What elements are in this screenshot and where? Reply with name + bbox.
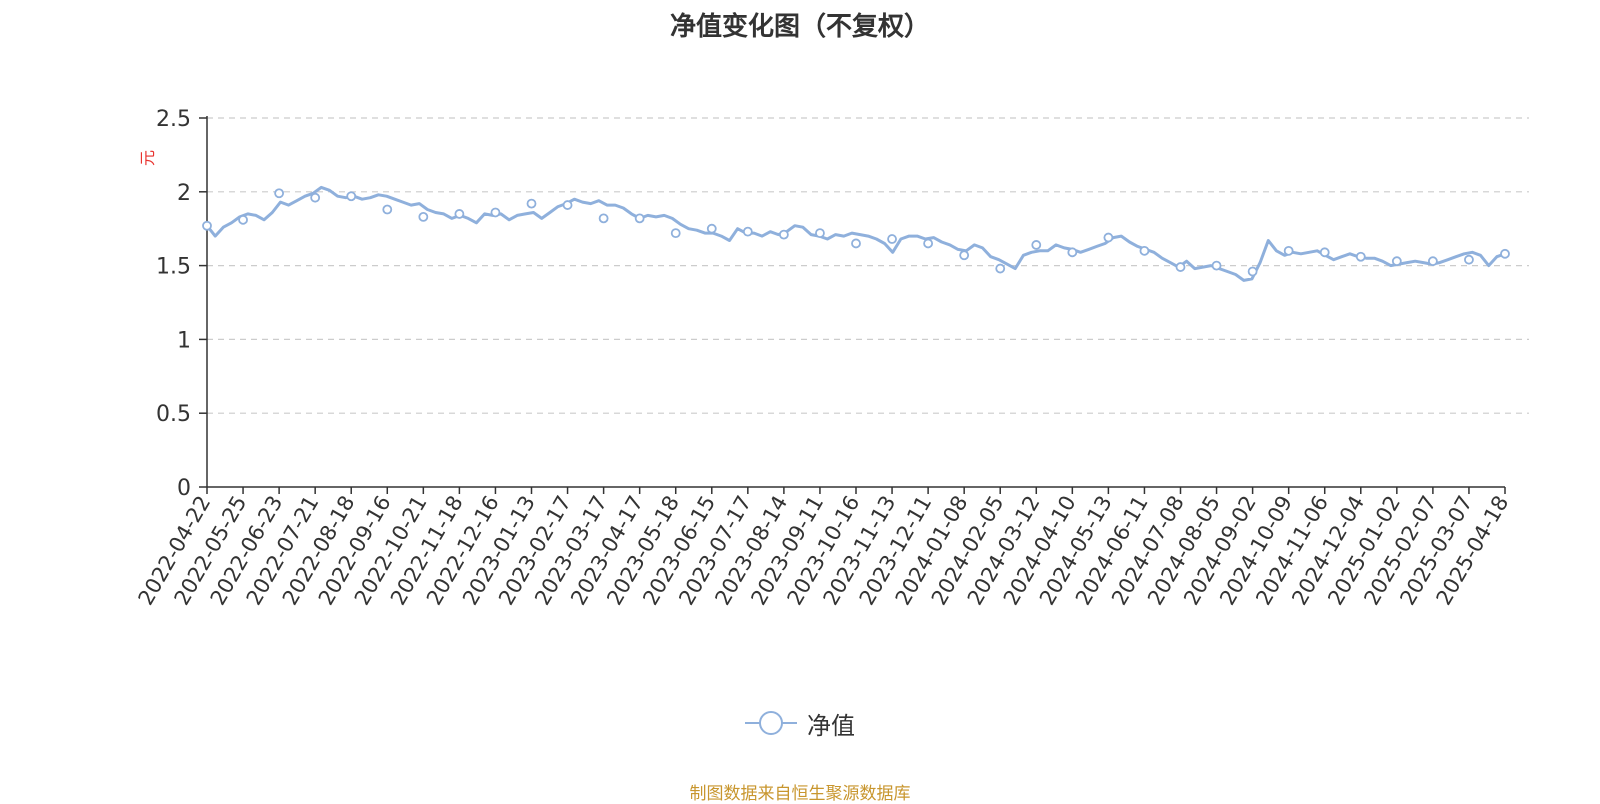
y-tick-label: 2 bbox=[177, 181, 191, 206]
legend-marker-icon bbox=[745, 708, 797, 738]
data-point bbox=[1464, 254, 1474, 265]
data-point bbox=[418, 211, 429, 222]
data-point bbox=[490, 207, 501, 218]
y-tick-label: 1 bbox=[177, 328, 191, 353]
data-point bbox=[1103, 232, 1114, 243]
y-tick-label: 0 bbox=[177, 476, 191, 501]
data-point bbox=[1031, 240, 1042, 250]
source-note: 制图数据来自恒生聚源数据库 bbox=[689, 784, 911, 804]
y-tick-labels: 0 0.5 1 1.5 2 2.5 bbox=[156, 107, 191, 501]
grid-lines bbox=[207, 117, 1529, 414]
data-point bbox=[959, 250, 970, 261]
series-group bbox=[202, 185, 1510, 282]
data-point bbox=[562, 200, 573, 210]
y-tick-label: 1.5 bbox=[156, 255, 191, 280]
data-point bbox=[670, 228, 681, 239]
y-tick-label: 0.5 bbox=[156, 402, 191, 427]
data-point bbox=[634, 213, 645, 224]
data-point bbox=[923, 238, 934, 249]
data-point bbox=[382, 204, 393, 215]
data-point bbox=[1391, 256, 1402, 267]
data-point bbox=[742, 226, 753, 237]
legend-label: 净值 bbox=[807, 711, 855, 740]
data-point bbox=[1283, 245, 1294, 256]
data-point bbox=[1355, 251, 1366, 262]
data-point bbox=[346, 191, 357, 202]
data-point bbox=[1319, 247, 1330, 258]
data-point bbox=[778, 229, 789, 240]
data-point bbox=[1247, 266, 1258, 277]
x-tick-labels: 2022-04-222022-05-252022-06-232022-07-21… bbox=[134, 491, 1514, 609]
data-point bbox=[274, 188, 285, 199]
data-point bbox=[1427, 256, 1438, 267]
data-point bbox=[815, 228, 825, 239]
legend-marker-circle bbox=[759, 711, 783, 735]
data-point bbox=[598, 213, 609, 224]
series-line bbox=[205, 185, 1506, 282]
data-point bbox=[310, 192, 321, 203]
data-point bbox=[1067, 247, 1078, 258]
chart-title: 净值变化图（不复权） bbox=[669, 12, 930, 42]
data-point bbox=[1500, 248, 1510, 259]
data-point bbox=[887, 234, 897, 244]
data-point bbox=[238, 214, 248, 225]
data-point bbox=[1211, 260, 1222, 271]
data-point bbox=[851, 238, 861, 249]
data-point bbox=[706, 223, 717, 234]
y-axis-label-group: 元 bbox=[138, 150, 157, 166]
y-axis-label: 元 bbox=[138, 150, 157, 166]
y-tick-label: 2.5 bbox=[156, 107, 191, 132]
data-point bbox=[526, 198, 537, 209]
data-point bbox=[202, 220, 212, 231]
data-point bbox=[1175, 262, 1186, 272]
legend[interactable]: 净值 bbox=[0, 706, 1600, 740]
data-point bbox=[995, 263, 1006, 274]
data-point bbox=[1139, 245, 1150, 256]
axes bbox=[199, 116, 1506, 494]
data-point bbox=[454, 209, 465, 219]
